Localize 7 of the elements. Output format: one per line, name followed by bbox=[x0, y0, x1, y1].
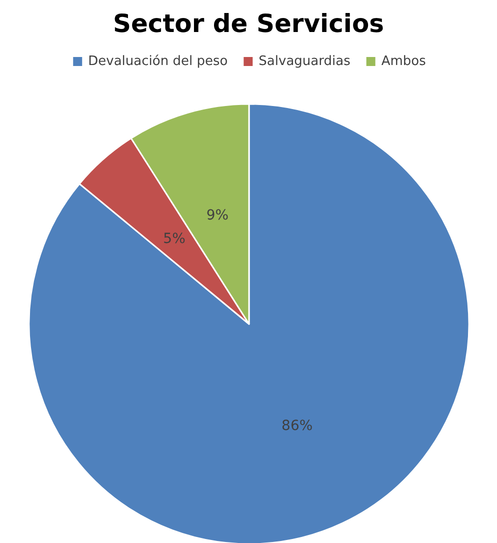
data-label: 5% bbox=[163, 231, 186, 248]
legend-label: Devaluación del peso bbox=[88, 54, 228, 69]
chart-title: Sector de Servicios bbox=[112, 9, 384, 38]
data-label: 9% bbox=[206, 207, 229, 224]
legend-label: Salvaguardias bbox=[258, 54, 351, 69]
legend-label: Ambos bbox=[381, 54, 426, 69]
data-label: 86% bbox=[282, 418, 313, 434]
